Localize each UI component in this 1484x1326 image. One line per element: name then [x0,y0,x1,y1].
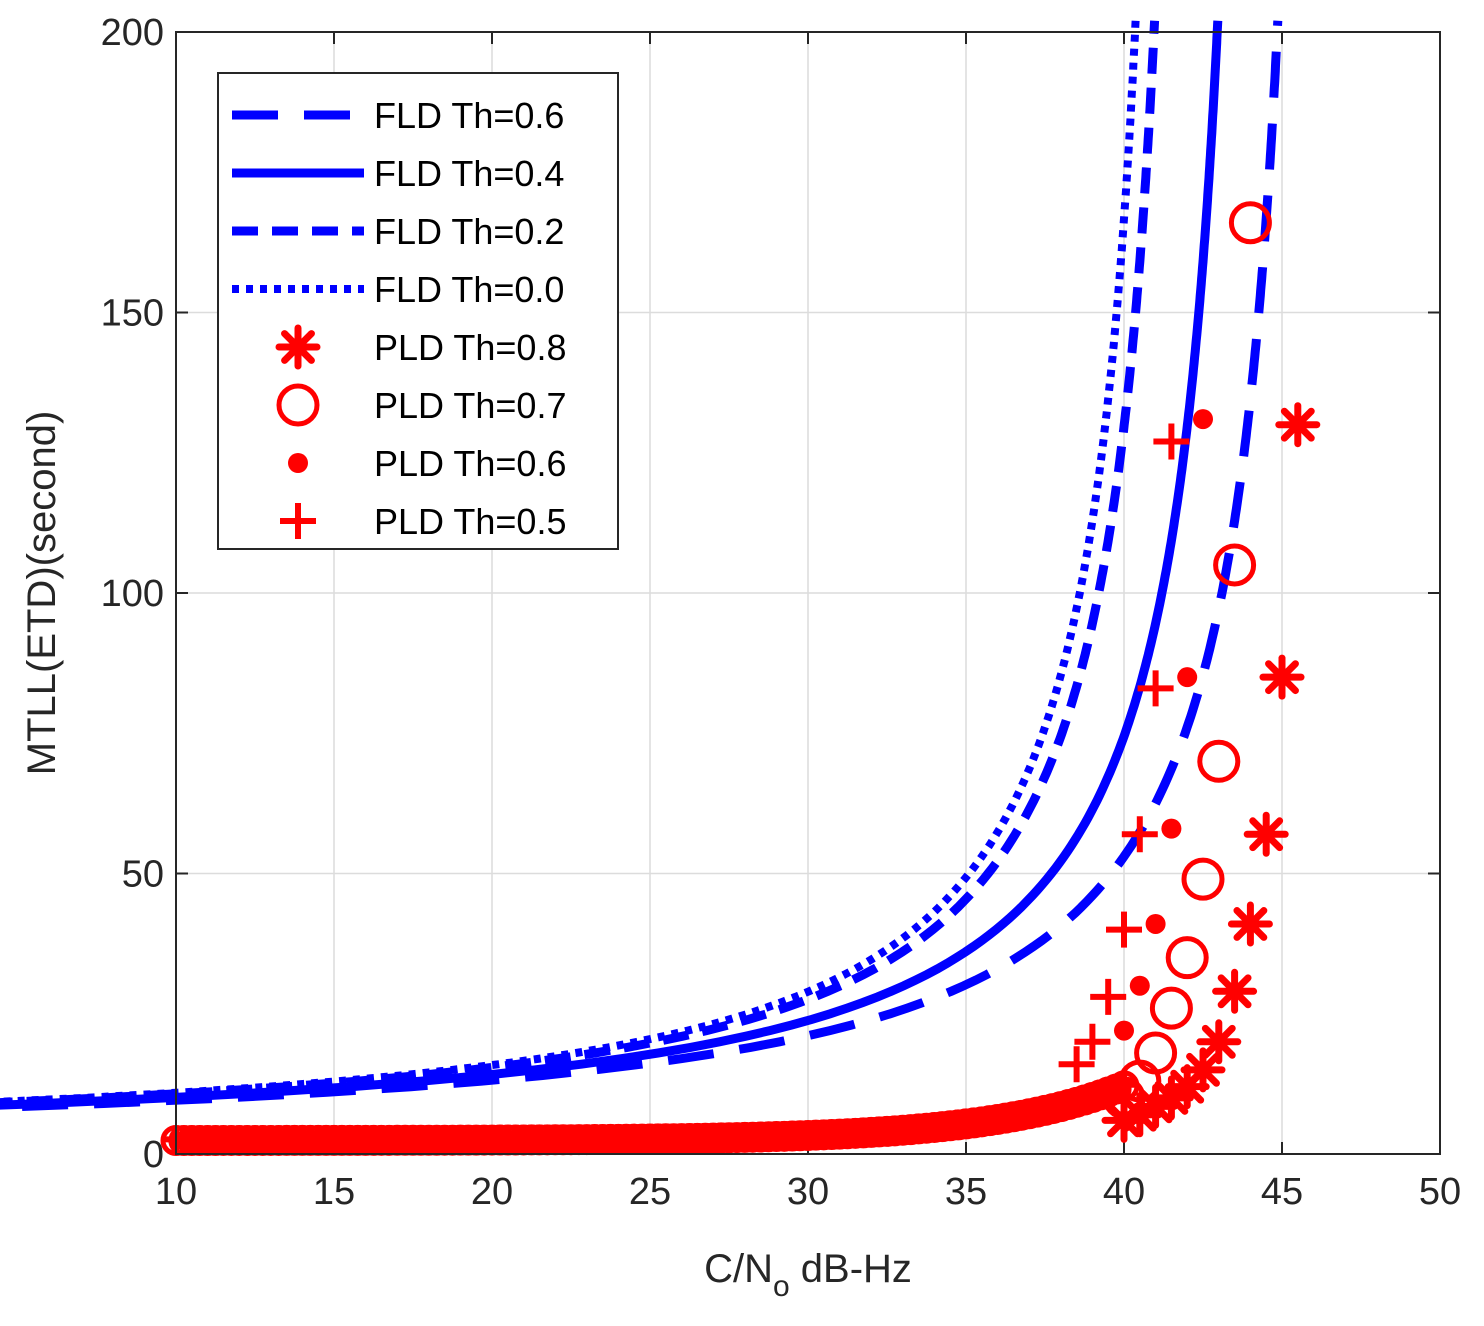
x-tick-label: 15 [313,1171,355,1213]
data-point [1106,911,1142,948]
tick-labels: 10 15 20 25 30 35 40 45 50 0 50 100 150 200 [101,12,1462,1213]
legend-marker-sample [276,383,320,427]
series-pld-th-0-7 [1102,201,1272,1120]
x-tick-label: 50 [1419,1171,1461,1213]
data-point [1129,975,1150,996]
x-tick-label: 20 [471,1171,513,1213]
data-point [1228,201,1272,245]
x-tick-label: 35 [945,1171,987,1213]
data-point [1193,409,1213,430]
data-point [1275,402,1321,448]
y-tick-label: 100 [101,573,164,615]
legend-label: FLD Th=0.4 [374,153,564,194]
data-point [1197,739,1241,783]
x-tick-label: 40 [1103,1171,1145,1213]
y-tick-label: 0 [143,1134,164,1176]
x-axis-label-subscript: o [773,1270,790,1303]
series-fld-th-0-6 [0,20,1283,1112]
data-point-stroke [1233,907,1268,941]
y-tick-label: 150 [101,293,164,335]
x-tick-label: 25 [629,1171,671,1213]
data-point [1145,913,1166,934]
plot-frame [175,31,1441,1155]
data-point [1137,670,1174,707]
data-point [1213,543,1257,587]
legend: FLD Th=0.6 FLD Th=0.4 FLD Th=0.2 FLD Th=0.0… [217,72,619,550]
legend-item: FLD Th=0.6 [232,95,564,136]
data-point [1212,968,1258,1014]
data-point [1058,1046,1095,1083]
series-layer [0,20,1321,1156]
data-point-stroke [1201,1024,1236,1059]
y-axis-label: MTLL(ETD)(second) [20,411,64,776]
legend-marker-sample [275,324,321,370]
legend-item: PLD Th=0.7 [276,383,566,427]
data-point [1114,1020,1134,1041]
data-point [1227,901,1273,947]
legend-marker-sample [280,503,316,539]
data-point-stroke [1186,1052,1220,1087]
legend-item: PLD Th=0.8 [275,324,566,370]
legend-label: FLD Th=0.0 [374,269,564,310]
x-axis-label-main: C/N [704,1247,773,1291]
x-tick-label: 30 [787,1171,829,1213]
x-axis-label-unit: dB-Hz [790,1247,912,1291]
legend-item: FLD Th=0.4 [232,153,564,194]
legend-marker-sample-stroke [281,330,315,364]
data-point [1149,986,1193,1030]
legend-label: PLD Th=0.8 [374,327,566,368]
data-point [1090,978,1127,1015]
legend-label: PLD Th=0.7 [374,385,566,426]
data-point [1165,936,1209,980]
legend-marker-sample [288,453,308,473]
legend-item: PLD Th=0.5 [280,501,566,542]
data-point-stroke [1280,407,1315,442]
data-point [1181,857,1225,901]
data-point [1196,1019,1242,1065]
svg-text:C/No dB-Hz: C/No dB-Hz [704,1247,912,1303]
data-point [1243,811,1289,857]
data-point [1134,1031,1178,1075]
data-point [1259,654,1305,700]
data-point-stroke [1265,660,1299,695]
data-point-stroke [1249,817,1284,852]
series-fld-th-0-4 [0,20,1223,1110]
series-pld-th-0-8 [1101,402,1321,1143]
legend-item: PLD Th=0.6 [288,443,566,484]
y-tick-label: 50 [122,854,164,896]
y-tick-label: 200 [101,12,164,54]
legend-label: FLD Th=0.2 [374,211,564,252]
x-tick-label: 45 [1261,1171,1303,1213]
legend-label: PLD Th=0.5 [374,501,566,542]
data-point [1121,816,1158,853]
legend-label: PLD Th=0.6 [374,443,566,484]
series-fld-th-0-0 [0,20,1140,1106]
series-fld-th-0-2 [0,20,1160,1108]
legend-label: FLD Th=0.6 [374,95,564,136]
legend-item: FLD Th=0.0 [232,269,564,310]
x-tick-label: 10 [155,1171,197,1213]
series-pld-th-0-6 [1114,409,1213,1041]
data-point [1153,423,1190,460]
data-point [1161,818,1182,839]
x-axis-title: C/No dB-Hz [704,1247,912,1303]
data-point [1177,667,1198,688]
series-pld-th-0-5 [1058,423,1190,1083]
legend-item: FLD Th=0.2 [232,211,564,252]
legend-box [217,72,619,550]
data-point [1074,1023,1111,1060]
data-point-stroke [1217,974,1252,1009]
